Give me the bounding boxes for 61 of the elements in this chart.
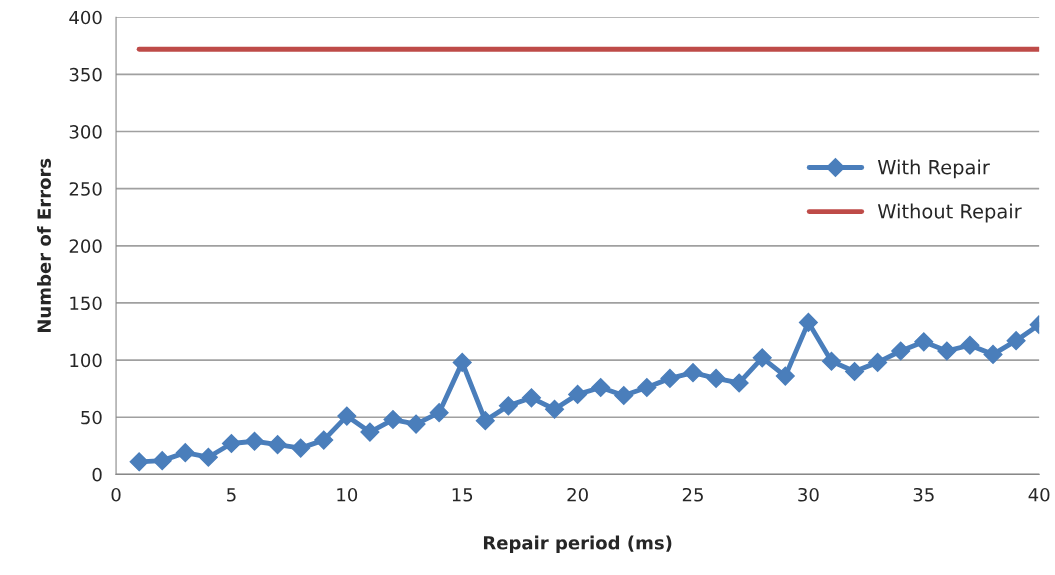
point [845, 361, 865, 382]
point [960, 335, 980, 355]
y-tick-label: 50 [81, 410, 102, 425]
point [545, 399, 565, 419]
x-tick-label: 30 [798, 487, 819, 502]
x-tick-label: 35 [913, 487, 934, 502]
point [475, 411, 495, 431]
y-tick-label: 350 [69, 67, 102, 82]
point [729, 373, 749, 393]
point [314, 430, 334, 450]
point [983, 344, 1003, 364]
point [429, 403, 449, 423]
y-tick-label: 200 [69, 239, 102, 253]
point [452, 352, 472, 372]
x-tick-label: 5 [227, 488, 236, 502]
y-tick-label: 150 [70, 296, 102, 311]
point [591, 377, 611, 398]
point [244, 431, 265, 451]
point [1006, 331, 1026, 351]
x-tick-label: 40 [1028, 487, 1050, 502]
y-tick-label: 100 [70, 353, 102, 368]
point [706, 368, 726, 388]
x-tick-label: 25 [682, 487, 703, 502]
x-tick-label: 0 [111, 487, 121, 502]
point [198, 447, 218, 467]
point [614, 385, 634, 406]
point [337, 406, 357, 426]
y-tick-label: 250 [69, 182, 102, 196]
point [291, 438, 311, 458]
x-axis-title: Repair period (ms) [483, 535, 672, 554]
point [891, 341, 911, 361]
y-tick-label: 0 [92, 467, 102, 482]
point [660, 368, 680, 388]
point [775, 366, 795, 386]
point [637, 377, 657, 398]
point [360, 422, 380, 442]
point [498, 396, 518, 416]
legend-label: Without Repair [877, 203, 1022, 223]
point [868, 352, 888, 372]
point [821, 351, 842, 371]
point [268, 435, 288, 455]
point [568, 384, 588, 404]
point [221, 433, 241, 454]
point [129, 452, 149, 472]
point [406, 414, 426, 434]
point [914, 332, 934, 352]
point [683, 363, 703, 383]
x-tick-label: 10 [337, 487, 358, 502]
point [175, 443, 195, 463]
point [383, 409, 403, 430]
point [752, 348, 772, 368]
legend-label: With Repair [877, 159, 990, 179]
point [152, 451, 172, 471]
y-tick-label: 300 [69, 124, 102, 139]
x-tick-label: 20 [567, 487, 588, 502]
x-tick-label: 15 [452, 488, 473, 502]
y-tick-label: 400 [69, 10, 102, 25]
point [521, 388, 541, 408]
point [798, 312, 818, 332]
point [937, 341, 957, 361]
y-axis-title: Number of Errors [37, 158, 51, 333]
